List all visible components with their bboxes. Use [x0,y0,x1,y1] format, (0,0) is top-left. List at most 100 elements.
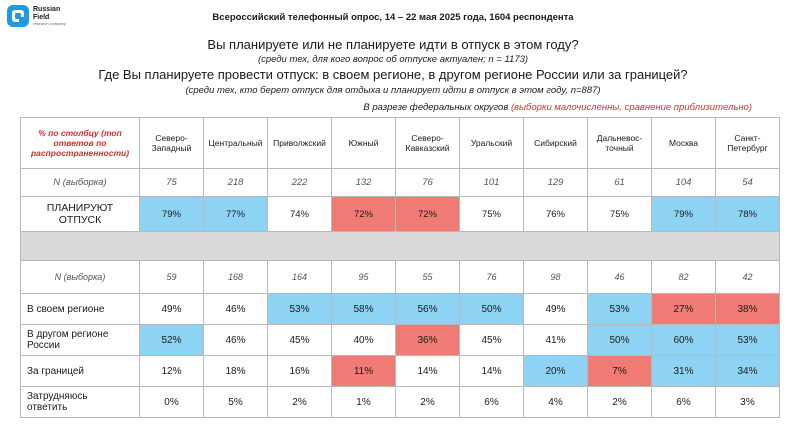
sample-size-row-2: N (выборка) 59 168 164 95 55 76 98 46 82 42 [20,260,780,294]
plan-vacation-value: 74% [267,196,332,232]
sample-size-value: 76 [459,260,524,294]
separator-cell [20,231,780,261]
destination-value: 50% [459,293,524,325]
sample-size-value: 95 [331,260,396,294]
destination-value: 14% [395,355,460,387]
destination-value: 12% [139,355,204,387]
destination-row: Затрудняюсь ответить 0% 5% 2% 1% 2% 6% 4% 2% 6% 3% [20,386,780,418]
plan-vacation-value: 72% [331,196,396,232]
survey-info: Всероссийский телефонный опрос, 14 – 22 … [212,12,574,23]
plan-vacation-value: 76% [523,196,588,232]
destination-value: 49% [523,293,588,325]
destination-value: 53% [267,293,332,325]
cell-line: Санкт- [734,133,761,143]
plan-vacation-value: 77% [203,196,268,232]
logo-subtitle: research company [33,21,66,26]
cell-line: Южный [348,138,379,148]
destination-value: 16% [267,355,332,387]
destination-value: 2% [395,386,460,418]
destination-value: 58% [331,293,396,325]
sample-size-value: 42 [715,260,780,294]
cell-line: Затрудняюсь [27,391,88,402]
cell-line: точный [605,143,634,153]
sample-size-value: 164 [267,260,332,294]
destination-value: 41% [523,324,588,356]
brand-logo: Russian Field research company [6,4,66,32]
destination-value: 53% [587,293,652,325]
cell-line: Западный [151,143,192,153]
cell-line: В своем регионе [27,303,105,315]
cell-line: В другом регионе [27,329,109,340]
cell-line: ПЛАНИРУЮТ [46,202,114,214]
cell-line: Кавказский [405,143,450,153]
cell-line: За границей [27,365,85,377]
sample-size-value: 59 [139,260,204,294]
column-header: Северо- Западный [139,117,204,169]
destination-value: 46% [203,324,268,356]
plan-vacation-value: 79% [139,196,204,232]
destination-value: 45% [459,324,524,356]
breakdown-warning: (выборки малочисленны, сравнение приблиз… [510,102,752,113]
sample-size-label: N (выборка) [20,260,140,294]
sample-size-value: 76 [395,168,460,197]
plan-vacation-value: 72% [395,196,460,232]
destination-value: 7% [587,355,652,387]
column-header: Дальневос-точный [587,117,652,169]
destination-value: 46% [203,293,268,325]
cell-line: Сибирский [534,138,577,148]
sample-size-value: 101 [459,168,524,197]
sample-size-value: 222 [267,168,332,197]
sample-size-value: 104 [651,168,716,197]
column-header: Южный [331,117,396,169]
destination-value: 20% [523,355,588,387]
question-2: Где Вы планируете провести отпуск: в сво… [98,67,688,82]
destination-value: 49% [139,293,204,325]
destination-value: 6% [651,386,716,418]
plan-vacation-value: 75% [459,196,524,232]
sample-size-row: N (выборка) 75 218 222 132 76 101 129 61 104 54 [20,168,780,197]
question-2-note: (среди тех, кто берет отпуск для отдыха … [185,85,601,96]
separator-row [20,231,780,261]
cell-line: Центральный [208,138,263,148]
column-header: Центральный [203,117,268,169]
destination-value: 2% [267,386,332,418]
plan-vacation-label: ПЛАНИРУЮТ ОТПУСК [20,196,140,232]
cell-line: Петербург [727,143,768,153]
question-1: Вы планируете или не планируете идти в о… [207,37,579,52]
destination-value: 36% [395,324,460,356]
destination-value: 53% [715,324,780,356]
destination-value: 56% [395,293,460,325]
destination-value: 18% [203,355,268,387]
destination-row: В другом регионе России 52% 46% 45% 40% 36% 45%… [20,324,780,356]
sample-size-value: 54 [715,168,780,197]
cell-line: Уральский [470,138,513,148]
destination-value: 14% [459,355,524,387]
sample-size-value: 61 [587,168,652,197]
cell-line: Приволжский [273,138,326,148]
destination-label: В другом регионе России [20,324,140,356]
header-row: % по столбцу (топ ответов по распростран… [20,117,780,169]
destination-value: 1% [331,386,396,418]
cell-line: России [27,340,60,351]
destination-label: За границей [20,355,140,387]
plan-vacation-value: 78% [715,196,780,232]
sample-size-value: 132 [331,168,396,197]
cell-line: Северо- [155,133,188,143]
sample-size-label: N (выборка) [20,168,140,197]
destination-value: 38% [715,293,780,325]
destination-value: 3% [715,386,780,418]
header-label-cell: % по столбцу (топ ответов по распростран… [20,117,140,169]
plan-vacation-value: 75% [587,196,652,232]
destination-row: В своем регионе 49% 46% 53% 58% 56% 50% 49% 53% 2… [20,293,780,325]
cell-line: ответить [27,402,68,413]
destination-value: 4% [523,386,588,418]
column-header: Уральский [459,117,524,169]
column-header: Приволжский [267,117,332,169]
destination-value: 50% [587,324,652,356]
destination-value: 0% [139,386,204,418]
sample-size-value: 168 [203,260,268,294]
destination-value: 52% [139,324,204,356]
column-header: Северо- Кавказский [395,117,460,169]
column-header: Сибирский [523,117,588,169]
plan-vacation-row: ПЛАНИРУЮТ ОТПУСК 79% 77% 74% 72% 72% 75% 76% 75% 7… [20,196,780,232]
